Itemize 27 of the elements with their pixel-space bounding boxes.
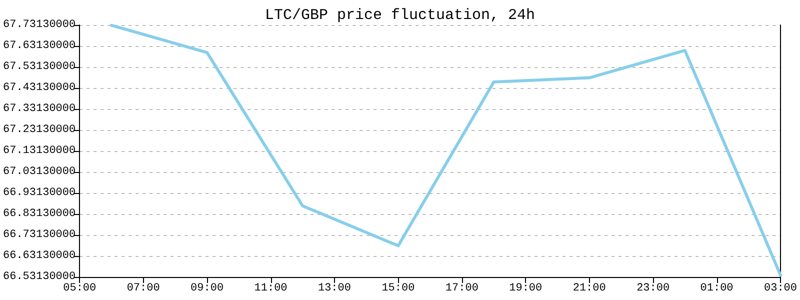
x-tick-label: 15:00 [382, 282, 415, 294]
y-tick-label: 66.73130000 [2, 229, 76, 241]
y-tick-label: 67.63130000 [2, 40, 76, 52]
x-tick-label: 09:00 [190, 282, 224, 294]
x-tick-label: 23:00 [636, 282, 670, 294]
y-tick-label: 67.13130000 [2, 145, 76, 157]
x-tick-label: 07:00 [126, 282, 160, 294]
y-tick-label: 67.43130000 [2, 82, 76, 94]
x-tick-label: 05:00 [63, 282, 96, 294]
x-tick-label: 21:00 [572, 282, 606, 294]
y-tick-label: 66.93130000 [2, 187, 76, 199]
x-tick-label: 13:00 [318, 282, 351, 294]
y-tick-label: 67.03130000 [2, 166, 76, 178]
x-tick-label: 11:00 [254, 282, 288, 294]
y-tick-label: 67.23130000 [2, 124, 76, 136]
y-tick-label: 66.63130000 [2, 250, 76, 262]
y-tick-label: 66.53130000 [2, 271, 76, 283]
chart-title: LTC/GBP price fluctuation, 24h [264, 7, 536, 24]
x-tick-label: 03:00 [764, 282, 798, 294]
x-tick-label: 19:00 [509, 282, 542, 294]
x-tick-label: 01:00 [700, 282, 734, 294]
y-tick-label: 67.33130000 [2, 103, 76, 115]
line-series [110, 24, 782, 277]
y-tick-label: 67.73130000 [2, 19, 76, 31]
y-tick-label: 66.83130000 [2, 208, 76, 220]
x-tick-label: 17:00 [445, 282, 478, 294]
y-tick-label: 67.53130000 [2, 61, 76, 73]
